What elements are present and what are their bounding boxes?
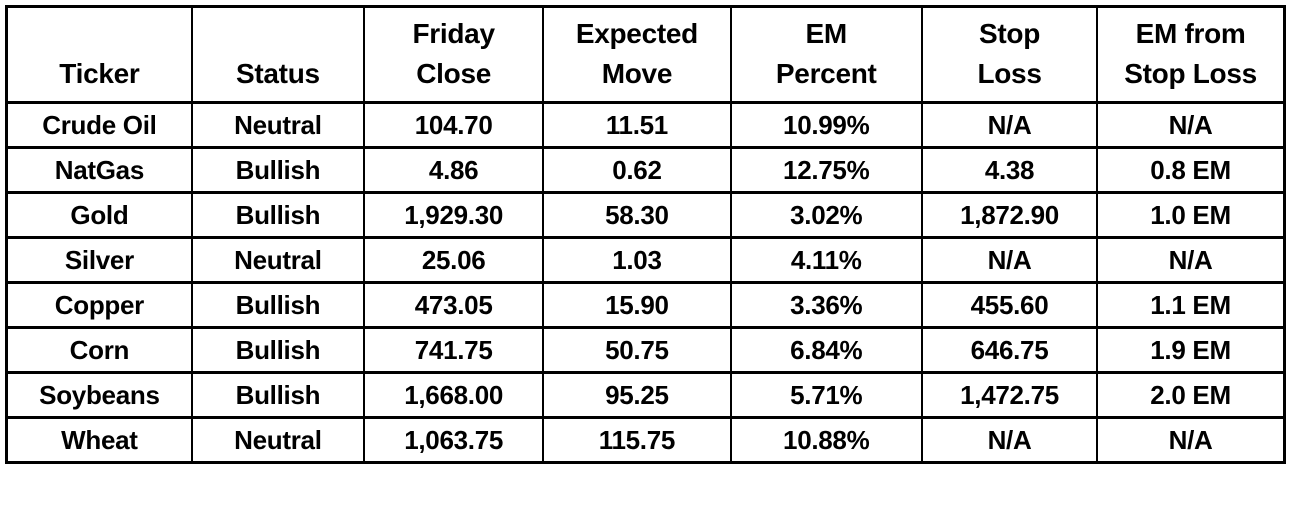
table-row: Crude Oil Neutral 104.70 11.51 10.99% N/… [5, 101, 1286, 149]
cell-status: Bullish [190, 146, 366, 194]
cell-ticker: Copper [5, 281, 193, 329]
cell-status: Bullish [190, 371, 366, 419]
cell-em-from-stop-loss: 0.8 EM [1096, 146, 1286, 194]
cell-friday-close: 25.06 [362, 236, 545, 284]
cell-friday-close: 4.86 [362, 146, 545, 194]
table-row: Copper Bullish 473.05 15.90 3.36% 455.60… [5, 281, 1286, 329]
cell-ticker: Corn [5, 326, 193, 374]
table-container: Ticker Status Friday Close Expected Move… [5, 5, 1286, 464]
cell-stop-loss: 646.75 [920, 326, 1099, 374]
cell-friday-close: 1,929.30 [362, 191, 545, 239]
cell-friday-close: 104.70 [362, 101, 545, 149]
column-header-ticker: Ticker [5, 5, 193, 104]
cell-expected-move: 95.25 [542, 371, 732, 419]
expected-move-table: Ticker Status Friday Close Expected Move… [5, 5, 1286, 464]
cell-stop-loss: N/A [920, 236, 1099, 284]
table-row: Soybeans Bullish 1,668.00 95.25 5.71% 1,… [5, 371, 1286, 419]
cell-stop-loss: 1,472.75 [920, 371, 1099, 419]
cell-expected-move: 58.30 [542, 191, 732, 239]
cell-em-from-stop-loss: N/A [1096, 416, 1286, 464]
cell-friday-close: 1,063.75 [362, 416, 545, 464]
cell-status: Bullish [190, 191, 366, 239]
cell-em-percent: 5.71% [729, 371, 923, 419]
cell-status: Neutral [190, 416, 366, 464]
cell-stop-loss: 1,872.90 [920, 191, 1099, 239]
table-row: Wheat Neutral 1,063.75 115.75 10.88% N/A… [5, 416, 1286, 464]
cell-stop-loss: N/A [920, 416, 1099, 464]
cell-ticker: Crude Oil [5, 101, 193, 149]
column-header-em-percent: EM Percent [729, 5, 923, 104]
cell-em-percent: 6.84% [729, 326, 923, 374]
cell-expected-move: 1.03 [542, 236, 732, 284]
column-header-friday-close: Friday Close [362, 5, 545, 104]
cell-expected-move: 11.51 [542, 101, 732, 149]
cell-ticker: Soybeans [5, 371, 193, 419]
table-row: Corn Bullish 741.75 50.75 6.84% 646.75 1… [5, 326, 1286, 374]
cell-em-from-stop-loss: 1.0 EM [1096, 191, 1286, 239]
cell-status: Bullish [190, 326, 366, 374]
cell-em-from-stop-loss: 1.9 EM [1096, 326, 1286, 374]
column-header-stop-loss: Stop Loss [920, 5, 1099, 104]
cell-em-percent: 3.36% [729, 281, 923, 329]
cell-em-from-stop-loss: 1.1 EM [1096, 281, 1286, 329]
cell-status: Bullish [190, 281, 366, 329]
cell-friday-close: 741.75 [362, 326, 545, 374]
cell-status: Neutral [190, 101, 366, 149]
cell-expected-move: 115.75 [542, 416, 732, 464]
table-row: NatGas Bullish 4.86 0.62 12.75% 4.38 0.8… [5, 146, 1286, 194]
cell-em-percent: 10.88% [729, 416, 923, 464]
cell-em-percent: 3.02% [729, 191, 923, 239]
header-row: Ticker Status Friday Close Expected Move… [5, 5, 1286, 104]
cell-em-from-stop-loss: 2.0 EM [1096, 371, 1286, 419]
column-header-status: Status [190, 5, 366, 104]
cell-expected-move: 0.62 [542, 146, 732, 194]
table-row: Gold Bullish 1,929.30 58.30 3.02% 1,872.… [5, 191, 1286, 239]
cell-expected-move: 50.75 [542, 326, 732, 374]
cell-ticker: Wheat [5, 416, 193, 464]
column-header-expected-move: Expected Move [542, 5, 732, 104]
cell-stop-loss: N/A [920, 101, 1099, 149]
cell-ticker: NatGas [5, 146, 193, 194]
cell-status: Neutral [190, 236, 366, 284]
cell-expected-move: 15.90 [542, 281, 732, 329]
cell-friday-close: 1,668.00 [362, 371, 545, 419]
cell-em-from-stop-loss: N/A [1096, 236, 1286, 284]
column-header-em-from-stop-loss: EM from Stop Loss [1096, 5, 1286, 104]
cell-stop-loss: 4.38 [920, 146, 1099, 194]
cell-em-percent: 4.11% [729, 236, 923, 284]
cell-em-percent: 12.75% [729, 146, 923, 194]
cell-friday-close: 473.05 [362, 281, 545, 329]
cell-ticker: Gold [5, 191, 193, 239]
cell-em-from-stop-loss: N/A [1096, 101, 1286, 149]
cell-ticker: Silver [5, 236, 193, 284]
table-row: Silver Neutral 25.06 1.03 4.11% N/A N/A [5, 236, 1286, 284]
cell-em-percent: 10.99% [729, 101, 923, 149]
cell-stop-loss: 455.60 [920, 281, 1099, 329]
